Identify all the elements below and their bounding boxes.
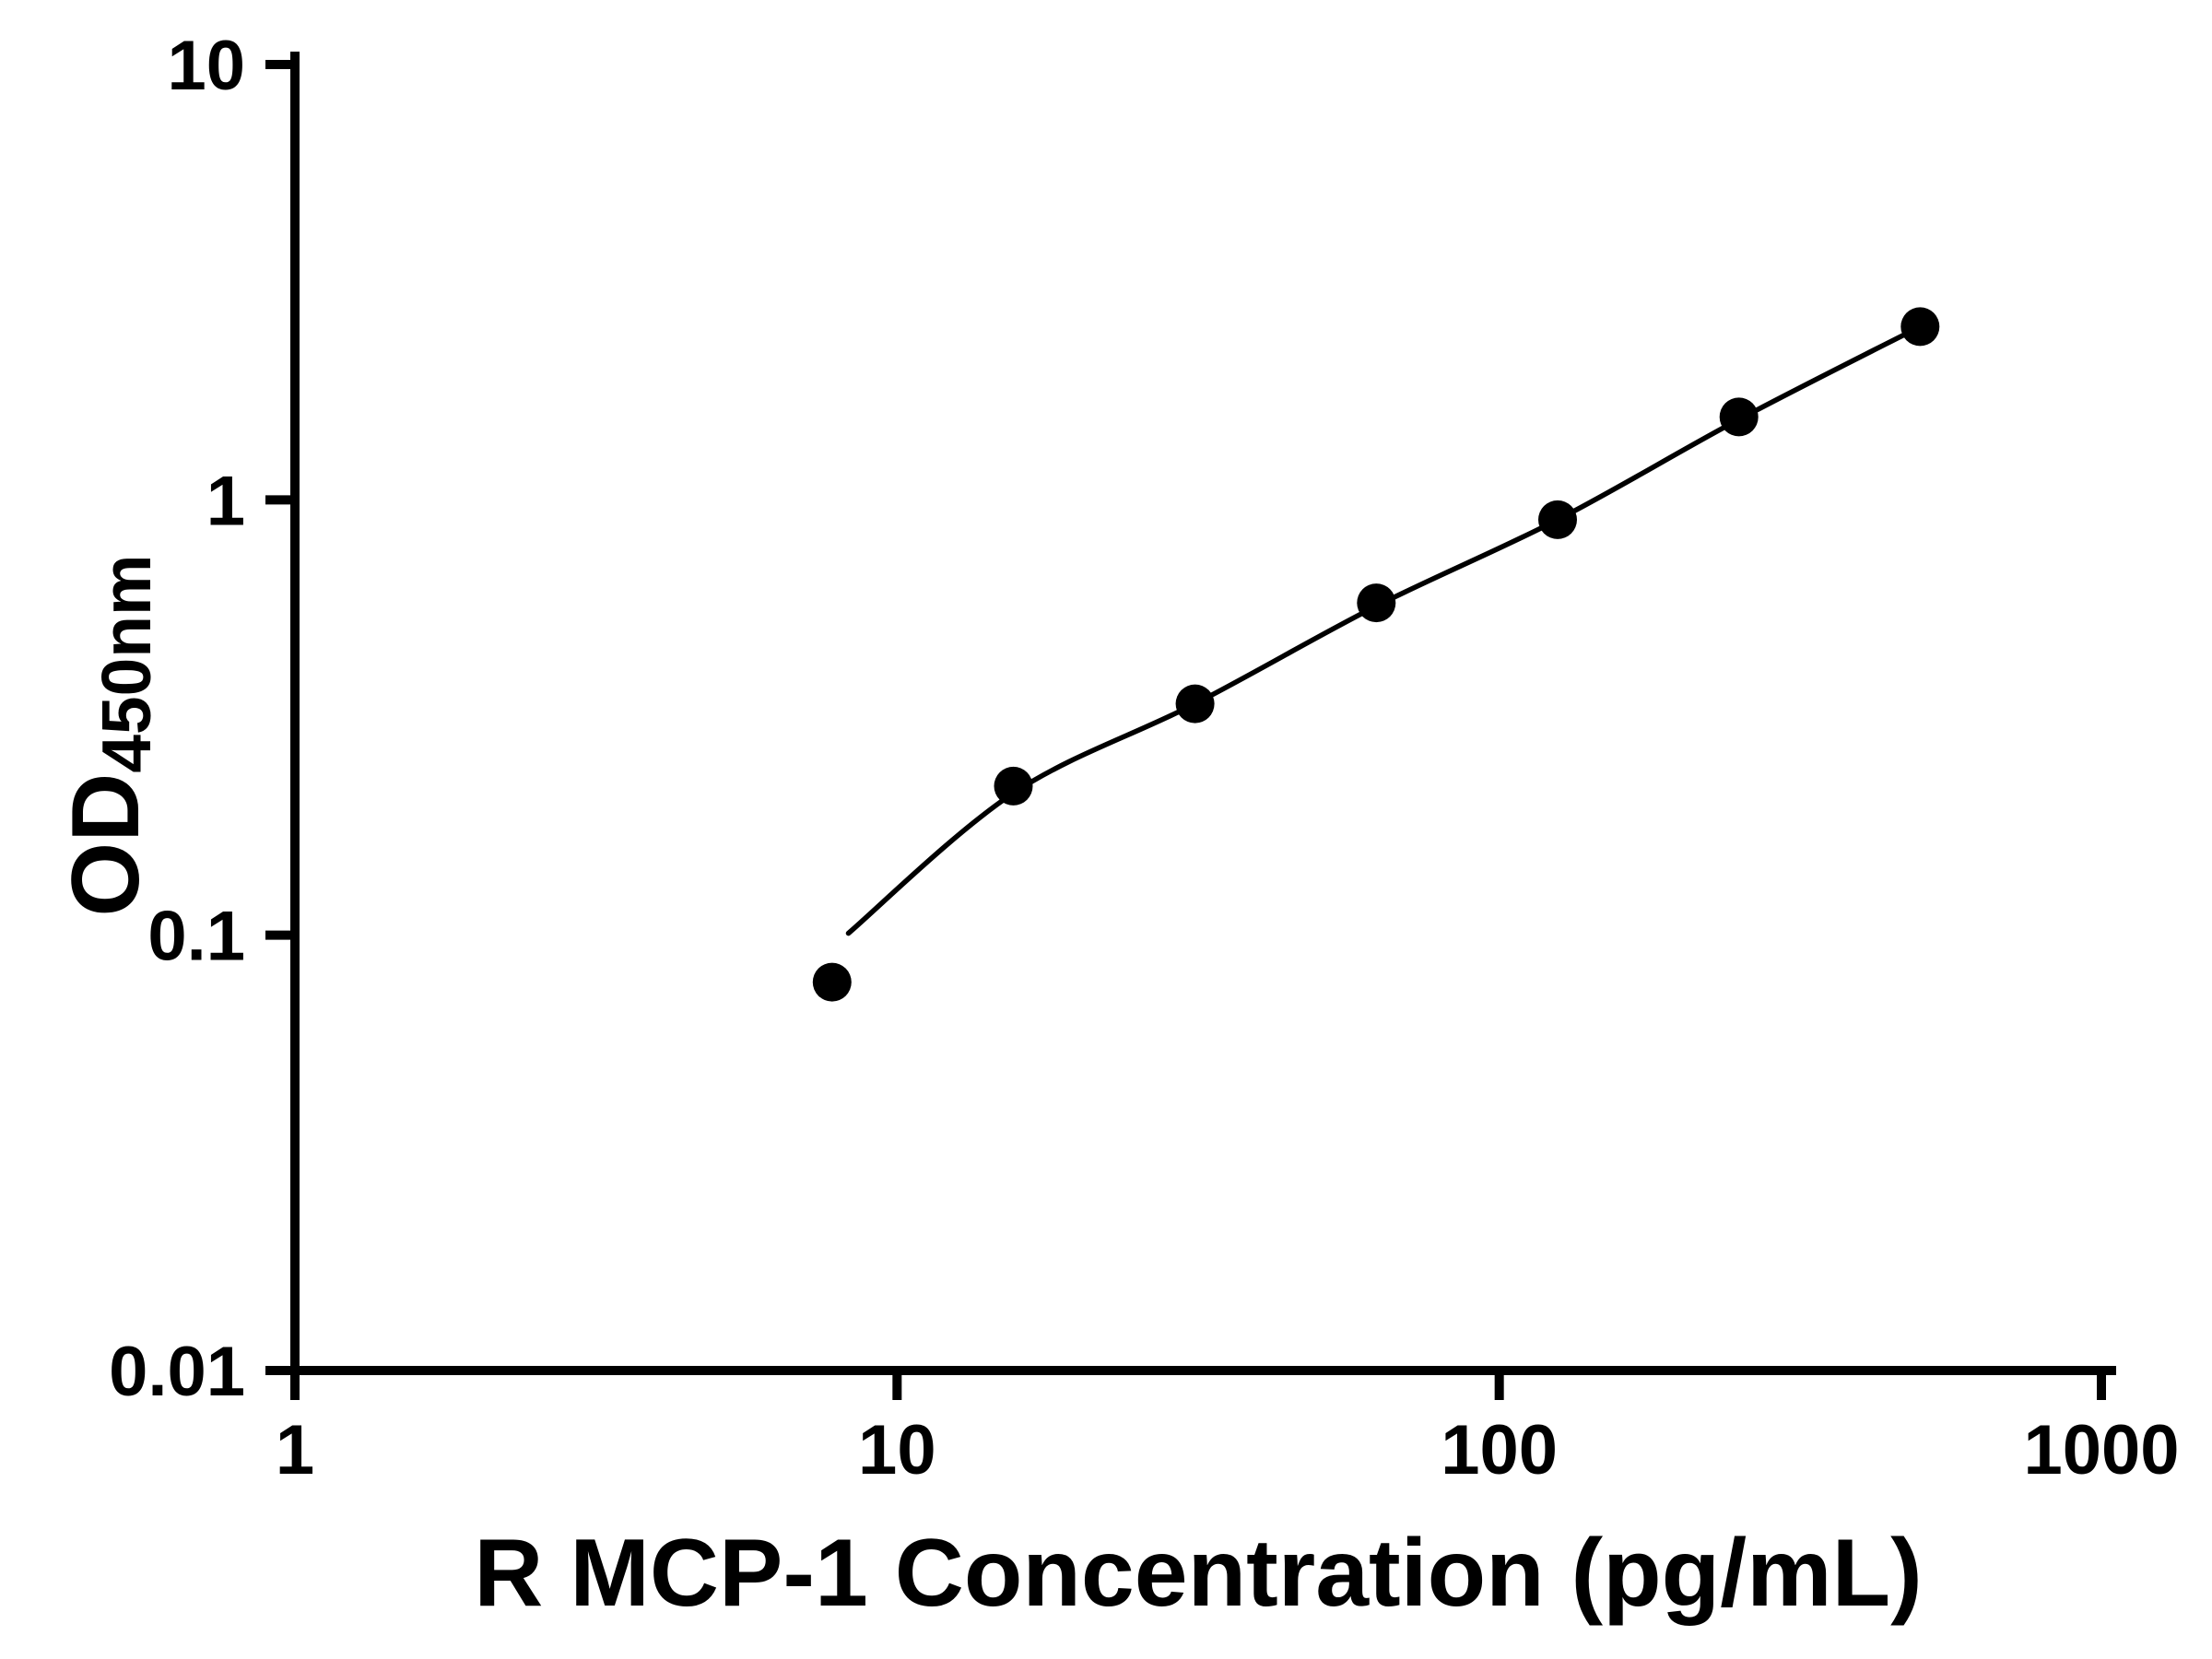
x-tick-label: 10	[858, 1411, 936, 1489]
y-tick-label: 10	[167, 27, 245, 105]
data-point	[1357, 583, 1396, 623]
y-axis-title: OD450nm	[52, 554, 166, 916]
y-tick-label: 0.1	[147, 898, 245, 976]
x-tick-label: 1	[276, 1411, 314, 1489]
data-point	[1175, 684, 1215, 724]
y-axis-title-subscript: 450nm	[88, 554, 166, 773]
data-point	[994, 766, 1033, 806]
y-tick-label: 1	[206, 462, 245, 540]
x-axis-title: R MCP-1 Concentration (pg/mL)	[474, 1520, 1923, 1627]
data-point	[1900, 307, 1940, 347]
data-point	[812, 962, 852, 1002]
data-point	[1719, 397, 1759, 437]
data-point	[1538, 500, 1577, 539]
fit-curve	[845, 324, 1924, 936]
y-axis-title-main: OD	[52, 772, 159, 917]
x-tick-label: 1000	[2023, 1411, 2179, 1489]
x-tick-label: 100	[1441, 1411, 1558, 1489]
y-tick-label: 0.01	[109, 1333, 245, 1411]
